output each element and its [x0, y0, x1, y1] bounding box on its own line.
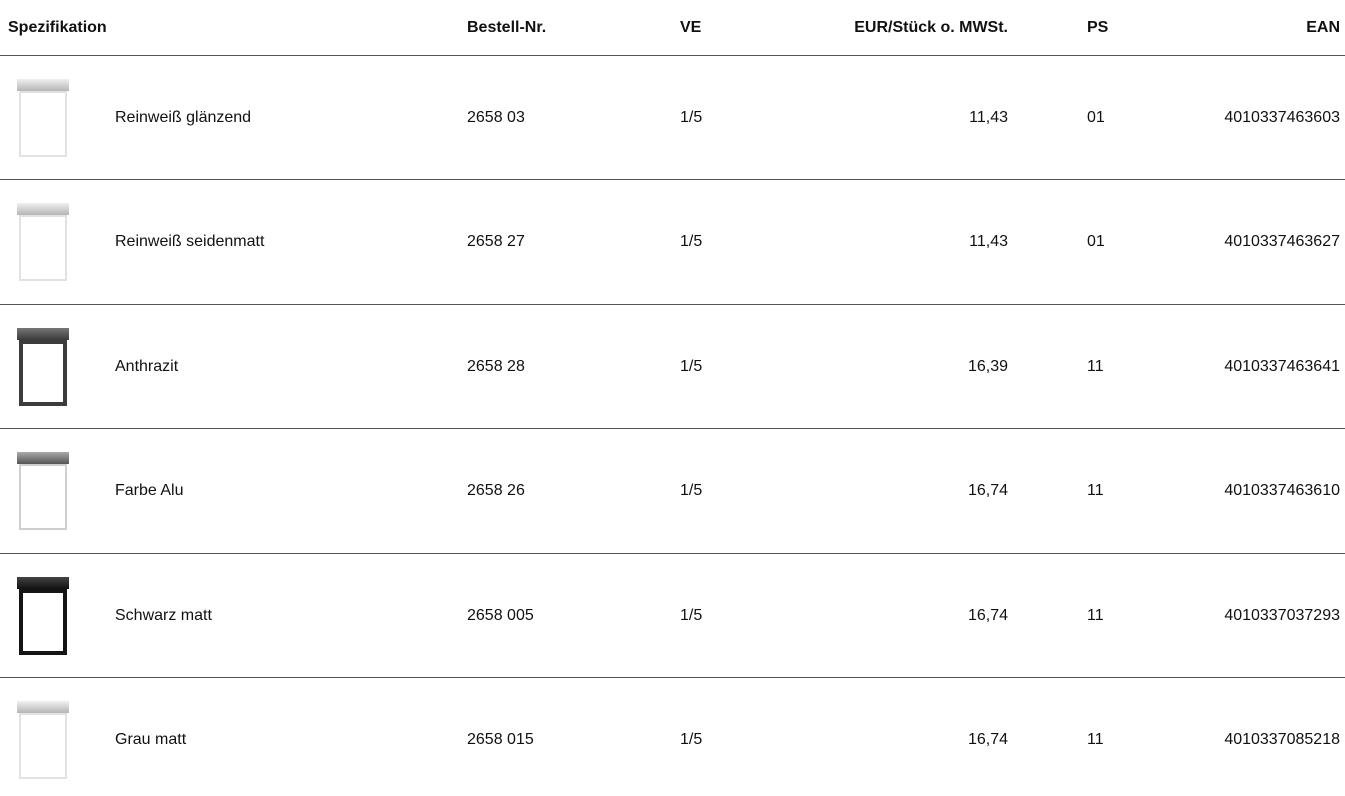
table-cell: 16,74	[968, 606, 1008, 626]
table-cell: 2658 28	[467, 357, 525, 377]
table-cell: 4010337037293	[1224, 606, 1340, 626]
product-thumbnail	[17, 203, 69, 281]
column-header: Bestell-Nr.	[467, 18, 546, 38]
table-cell: Farbe Alu	[115, 481, 183, 501]
table-cell: 11,43	[969, 232, 1008, 252]
table-cell: 11	[1087, 730, 1104, 750]
table-cell: Schwarz matt	[115, 606, 212, 626]
table-cell: 2658 015	[467, 730, 534, 750]
column-header: VE	[680, 18, 701, 38]
table-cell: 1/5	[680, 232, 702, 252]
table-cell: 2658 03	[467, 108, 525, 128]
column-header: EUR/Stück o. MWSt.	[854, 18, 1008, 38]
product-thumbnail	[17, 701, 69, 779]
row-rule	[0, 304, 1345, 305]
table-cell: 1/5	[680, 730, 702, 750]
table-cell: 16,74	[968, 481, 1008, 501]
row-rule	[0, 428, 1345, 429]
table-cell: 1/5	[680, 108, 702, 128]
table-cell: 4010337463627	[1224, 232, 1340, 252]
table-cell: 4010337463610	[1224, 481, 1340, 501]
table-cell: 01	[1087, 108, 1105, 128]
table-cell: Reinweiß seidenmatt	[115, 232, 264, 252]
table-cell: 11	[1087, 606, 1104, 626]
product-thumbnail	[17, 452, 69, 530]
table-cell: 1/5	[680, 606, 702, 626]
table-cell: 1/5	[680, 357, 702, 377]
table-cell: 16,74	[968, 730, 1008, 750]
table-cell: 11,43	[969, 108, 1008, 128]
table-cell: 16,39	[968, 357, 1008, 377]
product-thumbnail	[17, 577, 69, 655]
table-cell: Reinweiß glänzend	[115, 108, 251, 128]
table-cell: 01	[1087, 232, 1105, 252]
table-cell: 11	[1087, 357, 1104, 377]
table-cell: 2658 26	[467, 481, 525, 501]
table-cell: 4010337463603	[1224, 108, 1340, 128]
header-rule	[0, 55, 1345, 56]
column-header: Spezifikation	[8, 18, 107, 38]
product-thumbnail	[17, 328, 69, 406]
table-cell: 1/5	[680, 481, 702, 501]
page: Spezifikation Bestell-Nr. VE EUR/Stück o. M…	[0, 0, 1345, 796]
row-rule	[0, 553, 1345, 554]
table-cell: Grau matt	[115, 730, 186, 750]
row-rule	[0, 677, 1345, 678]
column-header: EAN	[1306, 18, 1340, 38]
table-cell: 2658 005	[467, 606, 534, 626]
column-header: PS	[1087, 18, 1108, 38]
table-cell: 4010337085218	[1224, 730, 1340, 750]
table-cell: Anthrazit	[115, 357, 178, 377]
product-thumbnail	[17, 79, 69, 157]
table-cell: 4010337463641	[1224, 357, 1340, 377]
table-cell: 2658 27	[467, 232, 525, 252]
table-cell: 11	[1087, 481, 1104, 501]
row-rule	[0, 179, 1345, 180]
